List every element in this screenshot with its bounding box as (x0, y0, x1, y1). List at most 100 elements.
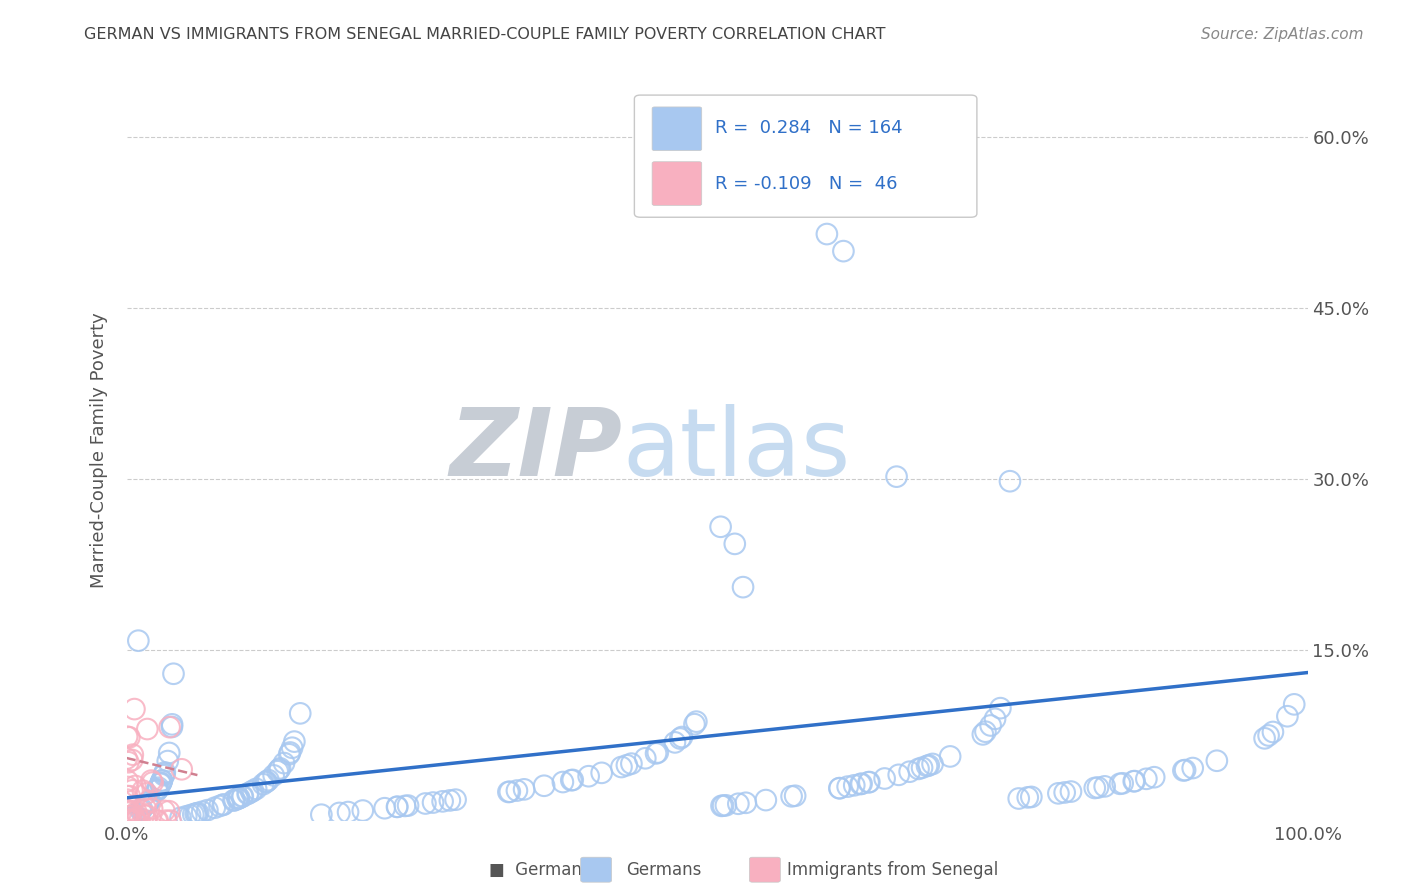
Point (174, 809, 197, 823)
Point (128, 811, 150, 825)
Text: R = -0.109   N =  46: R = -0.109 N = 46 (714, 175, 897, 193)
Point (222, 793, 245, 807)
Point (281, 740, 304, 755)
Point (211, 797, 233, 812)
Point (984, 712, 1007, 726)
Text: Source: ZipAtlas.com: Source: ZipAtlas.com (1201, 27, 1364, 42)
Point (1094, 780, 1116, 794)
Point (132, 783, 155, 797)
Point (1111, 776, 1133, 790)
Point (149, 777, 172, 791)
Point (283, 734, 305, 748)
Point (311, 807, 333, 822)
Point (1173, 764, 1195, 778)
Text: ■  Germans: ■ Germans (489, 861, 591, 879)
Point (212, 797, 235, 812)
Point (385, 800, 408, 814)
Point (898, 764, 921, 779)
Point (121, 783, 143, 797)
Point (142, 775, 165, 789)
Point (150, 773, 173, 788)
Point (153, 765, 176, 780)
Point (974, 724, 997, 739)
Point (115, 751, 138, 765)
Point (146, 782, 169, 797)
Point (115, 730, 138, 744)
Point (828, 781, 851, 796)
Point (153, 804, 176, 818)
Point (266, 764, 288, 779)
Point (159, 720, 181, 734)
Point (150, 773, 173, 788)
Point (273, 756, 295, 770)
Point (184, 806, 207, 821)
Text: ZIP: ZIP (450, 404, 623, 497)
Point (551, 775, 574, 789)
Point (121, 753, 143, 767)
Point (269, 761, 291, 775)
Point (634, 751, 657, 765)
Point (181, 807, 204, 822)
Point (124, 811, 146, 825)
Point (711, 798, 734, 813)
Point (278, 746, 301, 760)
Point (918, 758, 941, 772)
Point (149, 776, 172, 790)
Point (851, 777, 873, 791)
Point (1205, 754, 1227, 768)
Point (828, 781, 851, 796)
Point (837, 780, 859, 794)
Point (337, 805, 360, 819)
Point (136, 722, 159, 736)
Point (724, 537, 747, 551)
Point (1053, 785, 1076, 799)
Point (911, 761, 934, 775)
Point (231, 789, 253, 804)
Point (135, 814, 157, 828)
Point (1087, 780, 1109, 795)
Point (1181, 761, 1204, 775)
Point (245, 781, 267, 796)
Point (238, 787, 260, 801)
Point (135, 802, 157, 816)
Point (129, 803, 152, 817)
Point (998, 474, 1021, 488)
Point (1008, 791, 1031, 805)
Point (179, 808, 201, 822)
Point (118, 789, 141, 804)
Point (226, 792, 249, 806)
Point (124, 814, 146, 828)
Point (128, 814, 150, 828)
Point (727, 797, 749, 811)
Point (328, 805, 350, 820)
Point (125, 814, 148, 828)
Point (620, 756, 643, 771)
Point (127, 633, 149, 648)
Point (858, 775, 880, 789)
Point (645, 747, 668, 761)
Text: Immigrants from Senegal: Immigrants from Senegal (787, 861, 998, 879)
Point (1282, 698, 1305, 712)
Point (254, 775, 277, 789)
Point (156, 754, 179, 768)
Point (513, 782, 536, 797)
Point (204, 801, 226, 815)
Point (290, 706, 312, 721)
Point (153, 768, 176, 782)
Point (849, 777, 872, 791)
Point (755, 793, 778, 807)
Point (844, 778, 866, 792)
Point (915, 759, 938, 773)
Point (146, 814, 169, 828)
Point (121, 747, 143, 762)
Point (252, 777, 274, 791)
Text: R =  0.284   N = 164: R = 0.284 N = 164 (714, 120, 903, 137)
Point (858, 775, 880, 789)
Point (187, 805, 209, 820)
Point (533, 779, 555, 793)
Point (124, 779, 146, 793)
Point (939, 749, 962, 764)
Point (907, 762, 929, 776)
Point (422, 796, 444, 810)
Point (498, 785, 520, 799)
